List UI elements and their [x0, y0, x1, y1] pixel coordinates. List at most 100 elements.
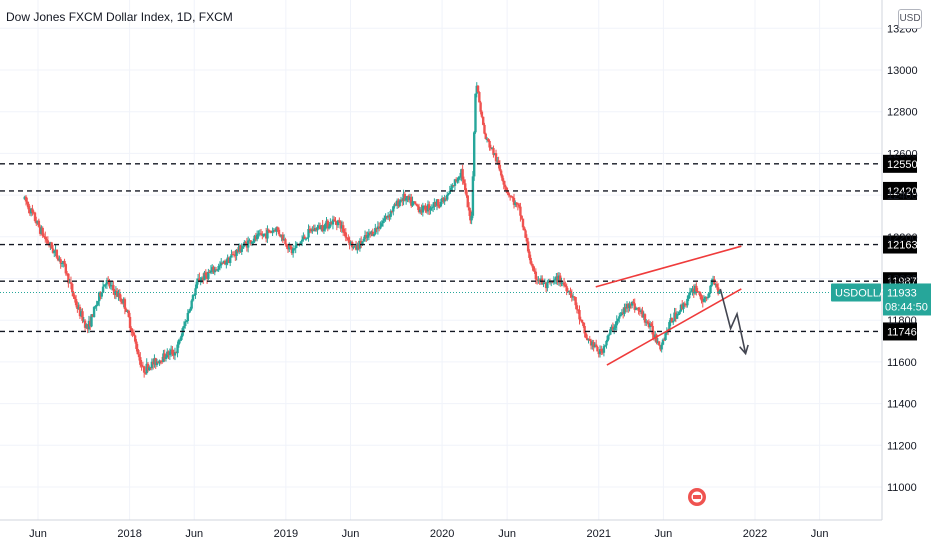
candle-body: [366, 235, 369, 238]
candle-body: [353, 245, 356, 247]
candle-body: [411, 201, 414, 206]
candle-body: [417, 206, 421, 213]
candle-body: [457, 176, 460, 180]
currency-button[interactable]: USD: [898, 9, 922, 29]
candle-body: [217, 266, 220, 270]
y-tick-label: 11600: [887, 357, 917, 369]
candle-body: [597, 351, 600, 355]
candle-body: [227, 257, 231, 263]
candle-body: [632, 302, 635, 304]
candle-body: [388, 215, 391, 217]
candle-body: [521, 218, 525, 228]
candle-body: [625, 304, 629, 309]
candle-body: [340, 225, 344, 229]
candle-body: [566, 291, 570, 293]
candle-body: [709, 285, 712, 294]
candle-body: [55, 249, 59, 258]
candle-body: [533, 270, 536, 272]
wedge-upper-line[interactable]: [595, 245, 742, 288]
projection-arrow[interactable]: [719, 288, 747, 354]
last-price-tag-bg: [883, 283, 931, 316]
candle-body: [276, 227, 279, 230]
candle-body: [58, 259, 61, 261]
candle-body: [691, 288, 694, 292]
candle-body: [614, 325, 617, 328]
candle-body: [90, 314, 93, 327]
candle-body: [348, 240, 351, 246]
candle-body: [127, 310, 130, 317]
candle-body: [430, 207, 434, 209]
candle-body: [526, 241, 530, 252]
candle-body: [609, 329, 612, 335]
candle-body: [311, 229, 314, 232]
candle-body: [67, 273, 70, 284]
candle-body: [318, 225, 322, 230]
candle-body: [82, 320, 86, 322]
candle-body: [600, 349, 603, 352]
candle-body: [439, 201, 443, 207]
candle-body: [374, 227, 377, 235]
candle-body: [44, 236, 47, 240]
candle-body: [602, 346, 606, 353]
candle-body: [582, 322, 585, 327]
candle-body: [410, 197, 413, 206]
candle-body: [451, 185, 454, 188]
candle-body: [177, 339, 181, 345]
candle-body: [443, 198, 446, 202]
candle-body: [187, 310, 191, 313]
candle-body: [551, 281, 554, 283]
candle-body: [299, 241, 303, 244]
candle-body: [202, 277, 205, 281]
candle-body: [108, 280, 111, 287]
candle-body: [615, 321, 618, 326]
candle-body: [537, 280, 540, 282]
candle-body: [285, 244, 288, 247]
candle-body: [469, 210, 472, 221]
candle-body: [244, 242, 247, 244]
candle-body: [252, 241, 255, 243]
candle-body: [543, 282, 547, 284]
candle-body: [358, 240, 362, 249]
candle-body: [517, 204, 521, 207]
candle-body: [205, 275, 209, 279]
candle-body: [506, 190, 509, 194]
candle-body: [628, 303, 631, 309]
candle-body: [178, 339, 182, 341]
candle-body: [474, 93, 477, 133]
candle-body: [194, 288, 197, 296]
candle-body: [523, 227, 526, 231]
candle-body: [711, 279, 715, 281]
candle-body: [476, 85, 480, 93]
candle-body: [42, 236, 46, 238]
candle-body: [503, 184, 507, 188]
candle-body: [85, 324, 88, 328]
candle-body: [611, 326, 615, 330]
candle-body: [623, 307, 626, 314]
y-tick-label: 13000: [887, 65, 918, 77]
candle-body: [673, 312, 676, 322]
candle-body: [598, 349, 602, 355]
candle-body: [329, 221, 332, 227]
candle-body: [293, 248, 296, 250]
candle-body: [313, 227, 317, 232]
candle-body: [357, 244, 360, 249]
wedge-lower-line[interactable]: [606, 288, 742, 366]
candle-body: [153, 358, 156, 365]
candle-body: [546, 282, 549, 289]
candle-body: [77, 306, 80, 309]
candle-body: [490, 148, 494, 150]
candle-body: [182, 325, 186, 329]
candle-body: [467, 207, 471, 211]
candle-body: [118, 293, 121, 299]
candle-body: [72, 292, 75, 297]
candle-body: [389, 210, 392, 217]
candle-body: [612, 327, 616, 330]
candle-body: [705, 296, 708, 299]
candle-body: [33, 212, 37, 221]
candle-body: [379, 226, 382, 229]
candle-body: [208, 272, 211, 274]
candle-body: [442, 198, 445, 202]
candle-body: [638, 310, 642, 313]
